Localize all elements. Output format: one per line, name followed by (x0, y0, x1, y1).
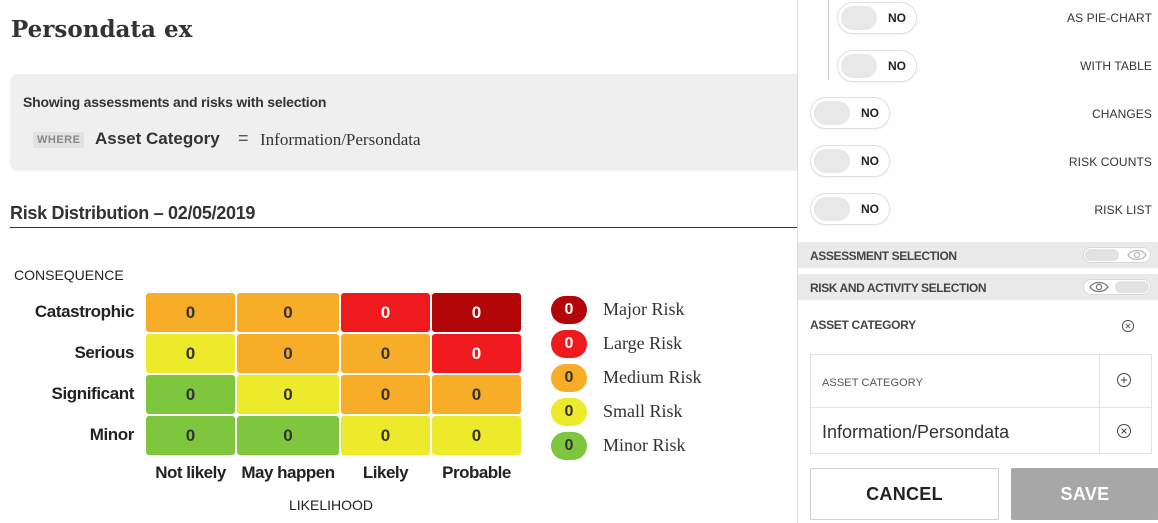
risk-cell[interactable]: 0 (146, 375, 235, 414)
risk-cell[interactable]: 0 (237, 375, 339, 414)
col-label-may-happen: May happen (241, 463, 335, 482)
row-label-catastrophic: Catastrophic (34, 302, 135, 321)
risk-list-toggle[interactable]: NO (810, 193, 890, 225)
risk-cell[interactable]: 0 (341, 334, 430, 373)
toggle-state: NO (861, 154, 879, 168)
selection-summary: Showing assessments and risks with selec… (10, 74, 810, 171)
selection-value: Information/Persondata (260, 130, 421, 149)
risk-cell[interactable]: 0 (432, 334, 521, 373)
selection-operator: = (238, 128, 249, 148)
toggle-knob (1085, 249, 1119, 261)
selection-field: Asset Category (95, 129, 220, 148)
risk-cell[interactable]: 0 (146, 416, 235, 455)
risk-counts-label: RISK COUNTS (1068, 155, 1152, 169)
assessment-visibility-toggle[interactable] (1083, 247, 1151, 263)
divider (811, 407, 1151, 408)
risk-cell[interactable]: 0 (341, 416, 430, 455)
cancel-button[interactable]: CANCEL (810, 468, 999, 520)
legend-label-medium: Medium Risk (603, 367, 702, 387)
consequence-axis-label: CONSEQUENCE (14, 267, 124, 283)
report-options-panel: NO AS PIE-CHART NO WITH TABLE NO CHANGES… (797, 0, 1158, 523)
pie-chart-label: AS PIE-CHART (1067, 11, 1152, 25)
toggle-state: NO (861, 202, 879, 216)
with-table-toggle[interactable]: NO (837, 50, 917, 82)
risk-list-label: RISK LIST (1094, 203, 1152, 217)
risk-cell[interactable]: 0 (237, 416, 339, 455)
toggle-knob (841, 6, 877, 30)
risk-cell[interactable]: 0 (432, 375, 521, 414)
assessment-selection-bar[interactable]: ASSESSMENT SELECTION (798, 242, 1158, 268)
col-label-probable: Probable (442, 463, 511, 482)
risk-activity-selection-bar[interactable]: RISK AND ACTIVITY SELECTION (798, 274, 1158, 300)
tree-connector (828, 0, 829, 80)
legend-badge-small: 0 (551, 398, 587, 426)
risk-cell[interactable]: 0 (237, 293, 339, 332)
with-table-label: WITH TABLE (1080, 59, 1152, 73)
toggle-state: NO (888, 59, 906, 73)
toggle-state: NO (888, 11, 906, 25)
page-title: Persondata ex (11, 16, 193, 43)
asset-category-field-label: ASSET CATEGORY (822, 377, 924, 389)
toggle-knob (814, 101, 850, 125)
remove-value-icon[interactable] (1116, 423, 1132, 439)
likelihood-axis-label: LIKELIHOOD (289, 497, 374, 513)
legend-label-small: Small Risk (603, 401, 683, 421)
legend-badge-major: 0 (551, 296, 587, 324)
section-divider (10, 227, 800, 228)
legend-label-major: Major Risk (603, 299, 685, 319)
risk-activity-selection-label: RISK AND ACTIVITY SELECTION (810, 281, 987, 295)
toggle-knob (814, 197, 850, 221)
asset-category-filter: ASSET CATEGORY Information/Persondata (810, 354, 1152, 454)
save-button[interactable]: SAVE (1011, 468, 1158, 520)
legend-badge-minor: 0 (551, 432, 587, 460)
row-label-significant: Significant (51, 384, 135, 403)
changes-toggle[interactable]: NO (810, 97, 890, 129)
risk-cell[interactable]: 0 (146, 334, 235, 373)
remove-filter-icon[interactable] (1121, 319, 1135, 333)
risk-cell[interactable]: 0 (341, 293, 430, 332)
asset-category-value: Information/Persondata (822, 422, 1010, 442)
row-label-serious: Serious (74, 343, 134, 362)
risk-activity-visibility-toggle[interactable] (1083, 279, 1151, 295)
risk-cell[interactable]: 0 (341, 375, 430, 414)
changes-label: CHANGES (1091, 107, 1152, 121)
row-label-minor: Minor (89, 425, 135, 444)
eye-icon (1089, 281, 1109, 293)
asset-category-header: ASSET CATEGORY (810, 318, 916, 332)
risk-cell[interactable]: 0 (432, 416, 521, 455)
legend-badge-large: 0 (551, 330, 587, 358)
col-label-not-likely: Not likely (155, 463, 226, 482)
divider (1099, 355, 1100, 453)
add-value-icon[interactable] (1116, 372, 1132, 388)
selection-heading: Showing assessments and risks with selec… (23, 94, 327, 110)
legend-label-large: Large Risk (603, 333, 683, 353)
col-label-likely: Likely (362, 463, 409, 482)
risk-cell[interactable]: 0 (432, 293, 521, 332)
legend-label-minor: Minor Risk (603, 435, 686, 455)
eye-icon (1127, 249, 1147, 261)
toggle-knob (1115, 281, 1149, 293)
toggle-knob (841, 54, 877, 78)
assessment-selection-label: ASSESSMENT SELECTION (810, 249, 957, 263)
risk-distribution-title: Risk Distribution – 02/05/2019 (10, 203, 256, 223)
where-tag: WHERE (33, 132, 85, 148)
toggle-knob (814, 149, 850, 173)
pie-chart-toggle[interactable]: NO (837, 2, 917, 34)
legend-badge-medium: 0 (551, 364, 587, 392)
risk-counts-toggle[interactable]: NO (810, 145, 890, 177)
risk-cell[interactable]: 0 (146, 293, 235, 332)
toggle-state: NO (861, 106, 879, 120)
risk-cell[interactable]: 0 (237, 334, 339, 373)
